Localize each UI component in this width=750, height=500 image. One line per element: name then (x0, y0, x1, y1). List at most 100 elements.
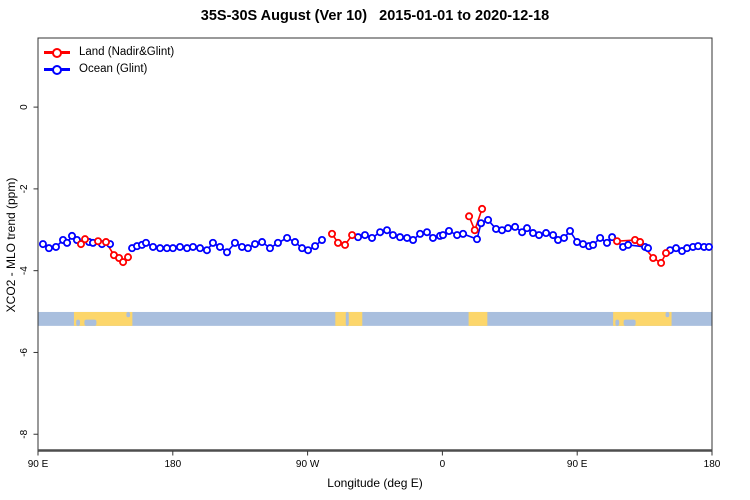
ocean-data-point (175, 242, 184, 251)
ocean-strip (38, 311, 712, 326)
ocean-data-point (368, 233, 377, 242)
ocean-data-point (644, 244, 653, 253)
ocean-data-point (273, 238, 282, 247)
ocean-data-point (230, 238, 239, 247)
land-data-point (341, 240, 350, 249)
ocean-data-point (477, 219, 486, 228)
ocean-data-point (444, 227, 453, 236)
coast-notch (126, 311, 131, 318)
ocean-data-point (317, 236, 326, 245)
ocean-data-point (416, 229, 425, 238)
ocean-data-point (549, 231, 558, 240)
y-tick-label: -8 (19, 429, 30, 438)
land-data-point (124, 253, 133, 262)
coast-notch (665, 311, 670, 318)
legend-label-land: Land (Nadir&Glint) (79, 45, 175, 58)
y-tick-label: -2 (19, 184, 30, 193)
ocean-data-point (472, 235, 481, 244)
legend-line-land (44, 47, 70, 58)
land-data-point (657, 258, 666, 267)
land-data-point (328, 229, 337, 238)
ocean-data-point (223, 248, 232, 257)
land-data-point (470, 226, 479, 235)
land-data-point (348, 231, 357, 240)
coast-notch (76, 319, 80, 326)
land-data-point (334, 238, 343, 247)
land-data-point (76, 240, 85, 249)
ocean-data-point (603, 238, 612, 247)
ocean-data-point (511, 222, 520, 231)
legend-item-ocean: Ocean (Glint) (44, 61, 174, 78)
ocean-data-point (535, 231, 544, 240)
ocean-data-point (672, 244, 681, 253)
legend-line-ocean (44, 64, 70, 75)
land-data-point (649, 253, 658, 262)
land-data-point (94, 237, 103, 246)
ocean-data-point (202, 246, 211, 255)
ocean-data-point (243, 244, 252, 253)
legend-label-ocean: Ocean (Glint) (79, 62, 148, 75)
ocean-data-point (518, 228, 527, 237)
land-data-point (81, 235, 90, 244)
ocean-data-point (608, 233, 617, 242)
ocean-data-point (596, 233, 605, 242)
legend: Land (Nadir&Glint) Ocean (Glint) (44, 44, 174, 78)
coast-notch (84, 319, 97, 326)
ocean-data-point (251, 240, 260, 249)
ocean-data-point (189, 242, 198, 251)
ocean-data-point (566, 227, 575, 236)
ocean-data-point (304, 246, 313, 255)
ocean-data-point (156, 244, 165, 253)
legend-item-land: Land (Nadir&Glint) (44, 44, 174, 61)
x-tick-label: 90 E (567, 459, 588, 470)
y-axis-title: XCO2 - MLO trend (ppm) (4, 177, 18, 313)
land-data-point (662, 249, 671, 258)
coast-notch (345, 311, 349, 326)
ocean-data-point (258, 238, 267, 247)
land-data-point (119, 258, 128, 267)
ocean-data-point (459, 229, 468, 238)
land-data-point (636, 238, 645, 247)
x-tick-label: 90 E (28, 459, 49, 470)
land-data-point (613, 237, 622, 246)
ocean-data-point (141, 238, 150, 247)
ocean-data-point (523, 224, 532, 233)
y-tick-label: -6 (19, 348, 30, 357)
ocean-data-point (291, 238, 300, 247)
legend-marker-ocean-icon (52, 64, 62, 75)
y-tick-label: 0 (19, 104, 30, 110)
ocean-data-point (215, 242, 224, 251)
ocean-data-point (283, 233, 292, 242)
ocean-data-point (705, 242, 714, 251)
ocean-data-point (360, 231, 369, 240)
ocean-data-point (67, 231, 76, 240)
ocean-data-point (382, 226, 391, 235)
x-tick-label: 90 W (296, 459, 320, 470)
land-data-point (465, 212, 474, 221)
ocean-data-point (149, 242, 158, 251)
legend-marker-land-icon (52, 47, 62, 58)
ocean-data-point (63, 238, 72, 247)
ocean-data-point (266, 244, 275, 253)
coast-notch (615, 319, 620, 326)
ocean-data-point (422, 228, 431, 237)
x-axis-title: Longitude (deg E) (327, 476, 423, 490)
y-tick-label: -4 (19, 266, 30, 275)
land-patch (613, 311, 672, 326)
ocean-data-point (624, 240, 633, 249)
ocean-data-point (560, 233, 569, 242)
chart-title: 35S-30S August (Ver 10) 2015-01-01 to 20… (200, 8, 550, 24)
ocean-data-point (311, 242, 320, 251)
ocean-data-point (38, 240, 47, 249)
ocean-data-point (504, 224, 513, 233)
ocean-data-point (428, 233, 437, 242)
ocean-data-point (484, 215, 493, 224)
ocean-data-point (542, 229, 551, 238)
x-tick-label: 180 (704, 459, 721, 470)
ocean-data-point (388, 231, 397, 240)
ocean-data-point (376, 228, 385, 237)
ocean-data-point (44, 244, 53, 253)
ocean-data-point (438, 231, 447, 240)
